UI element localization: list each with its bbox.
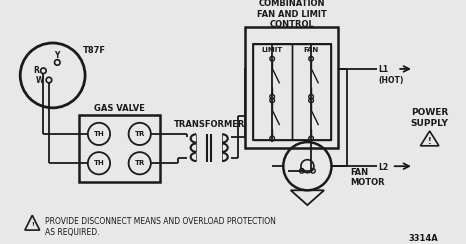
Text: TH: TH xyxy=(94,131,104,137)
Bar xyxy=(253,44,292,140)
Text: L1
(HOT): L1 (HOT) xyxy=(379,65,404,85)
Text: L2: L2 xyxy=(379,163,389,173)
Text: R: R xyxy=(33,66,39,75)
Bar xyxy=(79,115,160,182)
Text: T87F: T87F xyxy=(83,46,106,55)
Text: POWER
SUPPLY: POWER SUPPLY xyxy=(411,108,449,128)
Text: FAN
MOTOR: FAN MOTOR xyxy=(350,168,384,187)
Text: !: ! xyxy=(31,222,34,227)
Text: W: W xyxy=(35,76,44,84)
Text: TR: TR xyxy=(135,131,145,137)
Text: !: ! xyxy=(428,137,432,146)
Bar xyxy=(245,27,338,148)
Text: COMBINATION
FAN AND LIMIT
CONTROL: COMBINATION FAN AND LIMIT CONTROL xyxy=(257,0,327,29)
Text: FAN: FAN xyxy=(303,47,319,53)
Text: TR: TR xyxy=(135,160,145,166)
Bar xyxy=(292,44,330,140)
Text: Y: Y xyxy=(55,51,60,60)
Text: 3314A: 3314A xyxy=(408,234,438,243)
Text: GAS VALVE: GAS VALVE xyxy=(94,104,145,113)
Text: TH: TH xyxy=(94,160,104,166)
Text: LIMIT: LIMIT xyxy=(261,47,283,53)
Text: PROVIDE DISCONNECT MEANS AND OVERLOAD PROTECTION
AS REQUIRED.: PROVIDE DISCONNECT MEANS AND OVERLOAD PR… xyxy=(45,217,276,236)
Text: TRANSFORMER: TRANSFORMER xyxy=(173,120,245,129)
Bar xyxy=(253,44,330,140)
